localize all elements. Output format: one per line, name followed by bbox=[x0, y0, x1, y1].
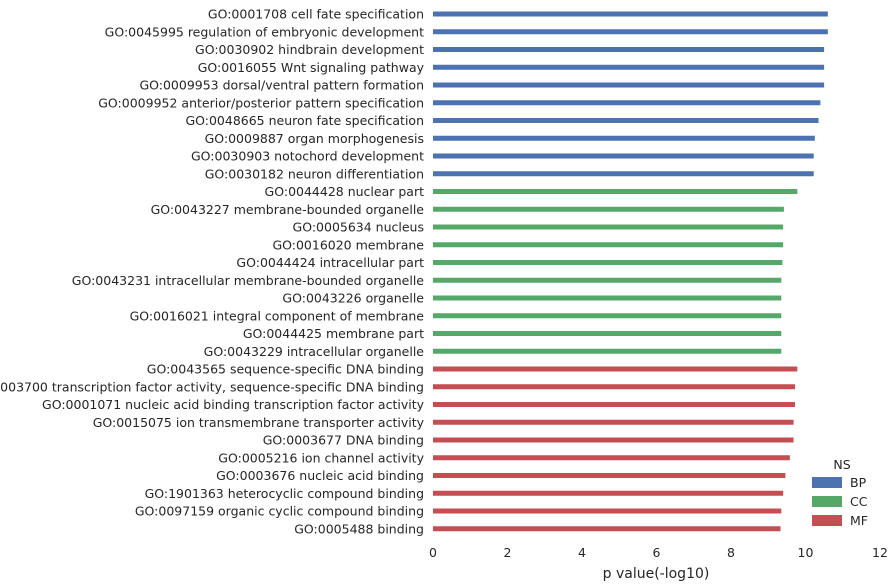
legend-swatch-mf bbox=[812, 515, 842, 526]
bar-mf bbox=[433, 473, 786, 478]
category-label: GO:0043229 intracellular organelle bbox=[204, 344, 425, 359]
x-tick-label: 2 bbox=[504, 545, 512, 560]
category-label: GO:0044428 nuclear part bbox=[265, 184, 425, 199]
bar-cc bbox=[433, 224, 784, 230]
legend-swatch-cc bbox=[812, 496, 842, 507]
bar-bp bbox=[433, 82, 825, 88]
bars bbox=[433, 11, 828, 532]
bar-mf bbox=[433, 437, 794, 443]
legend-label: CC bbox=[850, 494, 868, 509]
category-label: GO:0016055 Wnt signaling pathway bbox=[198, 60, 425, 75]
bar-cc bbox=[433, 242, 784, 248]
bar-cc bbox=[433, 189, 798, 194]
bar-cc bbox=[433, 206, 784, 212]
x-tick-label: 6 bbox=[653, 545, 661, 560]
bar-cc bbox=[433, 313, 782, 319]
category-label: GO:0097159 organic cyclic compound bindi… bbox=[135, 504, 424, 519]
category-label: GO:0005488 binding bbox=[294, 521, 424, 536]
bar-bp bbox=[433, 118, 819, 123]
category-label: GO:0045995 regulation of embryonic devel… bbox=[105, 24, 424, 39]
bar-bp bbox=[433, 29, 828, 35]
category-label: GO:0009887 organ morphogenesis bbox=[205, 131, 424, 146]
bar-mf bbox=[433, 366, 798, 372]
category-label: GO:0044425 membrane part bbox=[243, 326, 424, 341]
legend-title: NS bbox=[833, 457, 850, 472]
category-label: GO:0043565 sequence-specific DNA binding bbox=[147, 362, 424, 377]
category-label: GO:0003676 nucleic acid binding bbox=[216, 468, 424, 483]
category-label: GO:1901363 heterocyclic compound binding bbox=[145, 486, 424, 501]
x-tick-label: 0 bbox=[429, 545, 437, 560]
x-axis-title: p value(-log10) bbox=[603, 566, 710, 582]
legend-label: BP bbox=[850, 475, 867, 490]
legend-label: MF bbox=[850, 513, 868, 528]
category-label: GO:0009952 anterior/posterior pattern sp… bbox=[98, 95, 424, 110]
bar-bp bbox=[433, 135, 815, 141]
bar-bp bbox=[433, 47, 825, 52]
bar-cc bbox=[433, 295, 782, 301]
bar-bp bbox=[433, 153, 814, 159]
category-label: GO:0048665 neuron fate specification bbox=[185, 113, 424, 128]
bar-mf bbox=[433, 526, 781, 532]
category-label: GO:0001071 nucleic acid binding transcri… bbox=[42, 397, 425, 412]
category-label: GO:0030182 neuron differentiation bbox=[205, 166, 424, 181]
category-label: GO:0043227 membrane-bounded organelle bbox=[151, 202, 425, 217]
category-label: GO:0016021 integral component of membran… bbox=[130, 308, 425, 323]
bar-cc bbox=[433, 331, 782, 336]
category-label: GO:0030903 notochord development bbox=[191, 149, 424, 164]
x-tick-label: 4 bbox=[578, 545, 586, 560]
category-label: GO:0001708 cell fate specification bbox=[208, 7, 424, 22]
category-label: GO:0009953 dorsal/ventral pattern format… bbox=[139, 78, 424, 93]
x-tick-label: 12 bbox=[872, 545, 888, 560]
category-label: GO:0005216 ion channel activity bbox=[218, 450, 424, 465]
bar-bp bbox=[433, 11, 828, 17]
bar-bp bbox=[433, 64, 825, 70]
category-label: GO:0043231 intracellular membrane-bounde… bbox=[72, 273, 425, 288]
bar-mf bbox=[433, 402, 796, 407]
bar-cc bbox=[433, 277, 782, 283]
bar-mf bbox=[433, 419, 794, 425]
x-tick-label: 8 bbox=[727, 545, 735, 560]
bar-mf bbox=[433, 490, 784, 496]
category-label: GO:0043226 organelle bbox=[282, 291, 424, 306]
bar-mf bbox=[433, 455, 790, 461]
category-label: GO:0005634 nucleus bbox=[293, 220, 424, 235]
category-label: GO:0015075 ion transmembrane transporter… bbox=[93, 415, 425, 430]
bar-bp bbox=[433, 171, 814, 177]
category-labels: GO:0001708 cell fate specification GO:004… bbox=[0, 7, 425, 537]
x-axis-ticks: 0 2 4 6 8 10 12 bbox=[429, 545, 888, 560]
bar-cc bbox=[433, 348, 782, 354]
category-label: GO:0030902 hindbrain development bbox=[195, 42, 424, 57]
category-label: GO:0044424 intracellular part bbox=[236, 255, 424, 270]
bar-mf bbox=[433, 384, 796, 390]
bar-cc bbox=[433, 260, 783, 265]
legend-swatch-bp bbox=[812, 477, 842, 488]
category-label: GO:0003677 DNA binding bbox=[263, 433, 424, 448]
bar-bp bbox=[433, 100, 821, 106]
legend: NS BP CC MF bbox=[812, 457, 868, 528]
bar-mf bbox=[433, 508, 782, 514]
category-label: GO:0003700 transcription factor activity… bbox=[0, 379, 424, 394]
x-tick-label: 10 bbox=[798, 545, 814, 560]
category-label: GO:0016020 membrane bbox=[272, 237, 424, 252]
